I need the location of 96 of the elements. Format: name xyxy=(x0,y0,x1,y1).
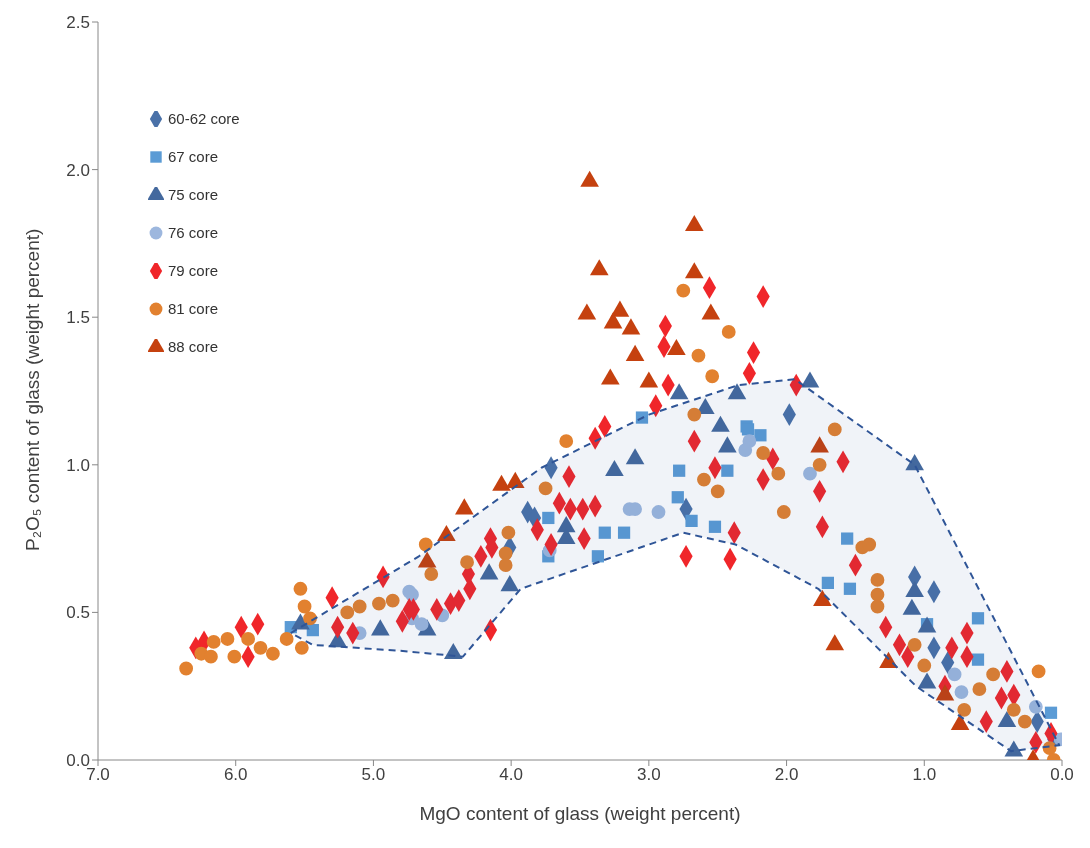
point xyxy=(843,582,857,595)
point xyxy=(954,685,969,699)
x-tick-label: 6.0 xyxy=(223,765,248,785)
point xyxy=(687,407,702,422)
y-tick-label: 2.0 xyxy=(66,160,90,180)
point xyxy=(179,661,194,676)
point xyxy=(705,369,720,384)
y-tick-label: 2.5 xyxy=(66,13,90,33)
point xyxy=(1017,714,1032,729)
point xyxy=(635,411,649,424)
point xyxy=(498,558,513,573)
point xyxy=(917,658,932,673)
point xyxy=(957,702,972,717)
point xyxy=(1042,741,1057,756)
legend-label: 88 core xyxy=(168,337,219,357)
point xyxy=(297,599,312,614)
point xyxy=(498,546,513,561)
point xyxy=(812,457,827,472)
point xyxy=(756,446,771,460)
point xyxy=(972,682,987,697)
point xyxy=(414,617,429,632)
point xyxy=(754,429,767,442)
point xyxy=(907,637,922,652)
legend-label: 67 core xyxy=(168,147,219,167)
x-tick-label: 3.0 xyxy=(637,765,661,785)
point xyxy=(738,443,753,457)
point xyxy=(771,466,786,481)
point xyxy=(538,481,553,496)
x-tick-label: 1.0 xyxy=(912,765,937,785)
point xyxy=(1006,702,1021,717)
point xyxy=(340,605,355,620)
legend-label: 75 core xyxy=(168,185,219,205)
point xyxy=(220,632,235,646)
point xyxy=(827,422,842,437)
x-tick-label: 4.0 xyxy=(499,765,523,785)
point xyxy=(862,537,877,552)
point xyxy=(206,635,221,649)
point xyxy=(1031,664,1046,679)
point xyxy=(293,581,308,596)
point xyxy=(870,587,885,602)
point xyxy=(559,434,574,449)
point xyxy=(651,505,666,519)
point xyxy=(821,576,835,589)
point xyxy=(870,573,885,587)
point xyxy=(721,325,736,339)
y-tick-label: 1.0 xyxy=(66,455,90,475)
point xyxy=(721,464,734,477)
point xyxy=(598,526,611,539)
point xyxy=(676,283,691,298)
point xyxy=(697,472,711,487)
point xyxy=(710,484,725,499)
point xyxy=(204,649,218,664)
point xyxy=(947,667,962,682)
point xyxy=(671,491,684,504)
x-tick-label: 0.0 xyxy=(1050,765,1074,785)
point xyxy=(1044,706,1058,719)
point xyxy=(372,596,386,611)
y-tick-label: 0.5 xyxy=(66,603,90,623)
point xyxy=(617,526,631,539)
y-tick-label: 1.5 xyxy=(66,308,90,328)
point xyxy=(501,525,516,540)
point xyxy=(294,640,309,655)
point xyxy=(803,466,817,481)
point xyxy=(279,632,294,646)
legend-label: 76 core xyxy=(168,223,219,243)
point xyxy=(691,348,706,363)
point xyxy=(352,599,367,614)
point xyxy=(971,653,985,666)
point xyxy=(424,567,439,581)
x-tick-label: 5.0 xyxy=(361,765,386,785)
point xyxy=(1028,699,1043,714)
point xyxy=(708,520,722,533)
point xyxy=(265,646,280,661)
point xyxy=(253,640,268,655)
legend-label: 60-62 core xyxy=(168,109,240,129)
point xyxy=(870,599,885,614)
point xyxy=(591,550,605,563)
point xyxy=(986,667,1001,682)
point xyxy=(303,611,317,626)
point xyxy=(418,537,433,552)
x-tick-label: 7.0 xyxy=(86,765,110,785)
point xyxy=(227,649,242,664)
legend-label: 79 core xyxy=(168,261,219,281)
point xyxy=(673,464,686,477)
point xyxy=(460,555,474,570)
point xyxy=(685,514,698,528)
x-tick-label: 2.0 xyxy=(774,765,799,785)
y-axis-title: P₂O₅ content of glass (weight percent) xyxy=(21,228,43,551)
point xyxy=(385,593,400,608)
point xyxy=(542,511,555,525)
x-axis-title: MgO content of glass (weight percent) xyxy=(419,803,741,824)
point xyxy=(971,612,985,625)
point xyxy=(776,505,791,519)
legend-label: 81 core xyxy=(168,299,219,319)
point xyxy=(841,532,854,545)
point xyxy=(241,632,256,646)
